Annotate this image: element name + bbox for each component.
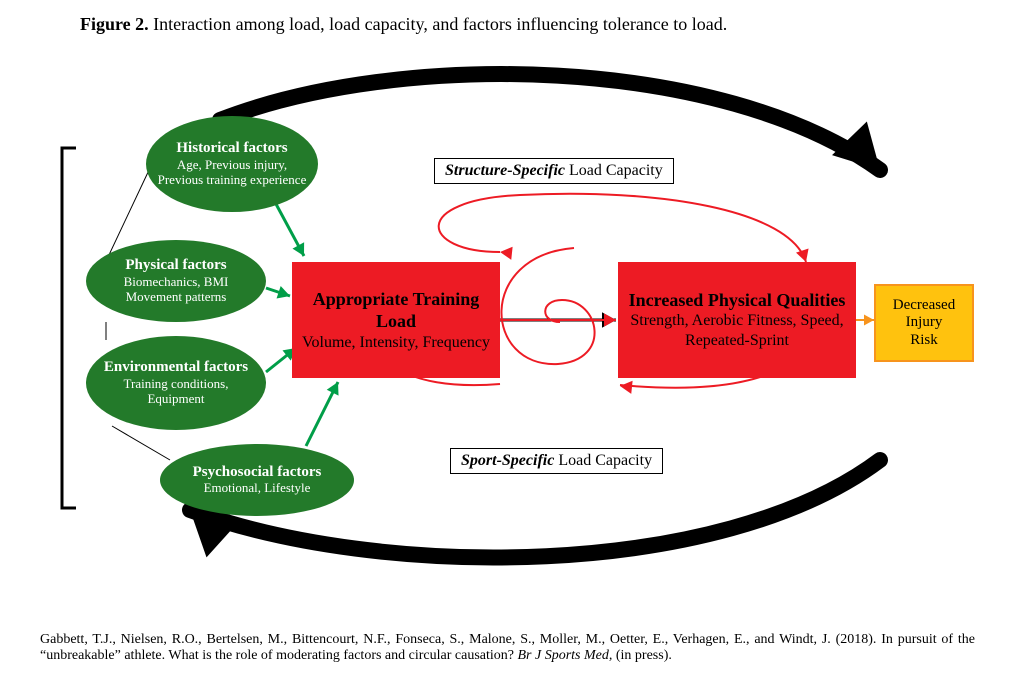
yellow-line-2: Risk	[910, 332, 938, 349]
ell-environmental-sub: Training conditions, Equipment	[86, 377, 266, 407]
ell-physical-sub: Biomechanics, BMI Movement patterns	[86, 275, 266, 305]
spiral-path-2	[439, 194, 806, 262]
ell-environmental-title: Environmental factors	[98, 359, 254, 376]
box-load-title: Appropriate Training Load	[292, 288, 500, 333]
box-training-load: Appropriate Training LoadVolume, Intensi…	[292, 262, 500, 378]
ell-physical-title: Physical factors	[119, 257, 232, 274]
citation-text: Gabbett, T.J., Nielsen, R.O., Bertelsen,…	[40, 632, 975, 664]
box-qualities-title: Increased Physical Qualities	[621, 289, 854, 312]
ell-psychosocial-title: Psychosocial factors	[187, 464, 328, 481]
yellow-line-0: Decreased	[893, 297, 955, 314]
box-qualities-sub: Strength, Aerobic Fitness, Speed, Repeat…	[618, 311, 856, 351]
ellipse-environmental-factors: Environmental factorsTraining conditions…	[86, 336, 266, 430]
ell-historical-title: Historical factors	[170, 140, 293, 157]
spiral-path-1	[501, 248, 594, 364]
box-physical-qualities: Increased Physical QualitiesStrength, Ae…	[618, 262, 856, 378]
ellipse-link-2	[112, 426, 170, 460]
box-load-sub: Volume, Intensity, Frequency	[294, 333, 498, 353]
label-structure-specific-capacity: Structure-Specific Load Capacity	[434, 158, 674, 184]
factor-bracket	[62, 148, 76, 508]
label-sport-specific-capacity: Sport-Specific Load Capacity	[450, 448, 663, 474]
yellow-line-1: Injury	[906, 314, 943, 331]
big-arrow-top	[220, 74, 880, 170]
ell-historical-sub: Age, Previous injury, Previous training …	[146, 158, 318, 188]
box-decreased-injury-risk: DecreasedInjuryRisk	[874, 284, 974, 362]
ellipse-physical-factors: Physical factorsBiomechanics, BMI Moveme…	[86, 240, 266, 322]
ell-psychosocial-sub: Emotional, Lifestyle	[194, 481, 321, 496]
ellipse-psychosocial-factors: Psychosocial factorsEmotional, Lifestyle	[160, 444, 354, 516]
ellipse-historical-factors: Historical factorsAge, Previous injury, …	[146, 116, 318, 212]
